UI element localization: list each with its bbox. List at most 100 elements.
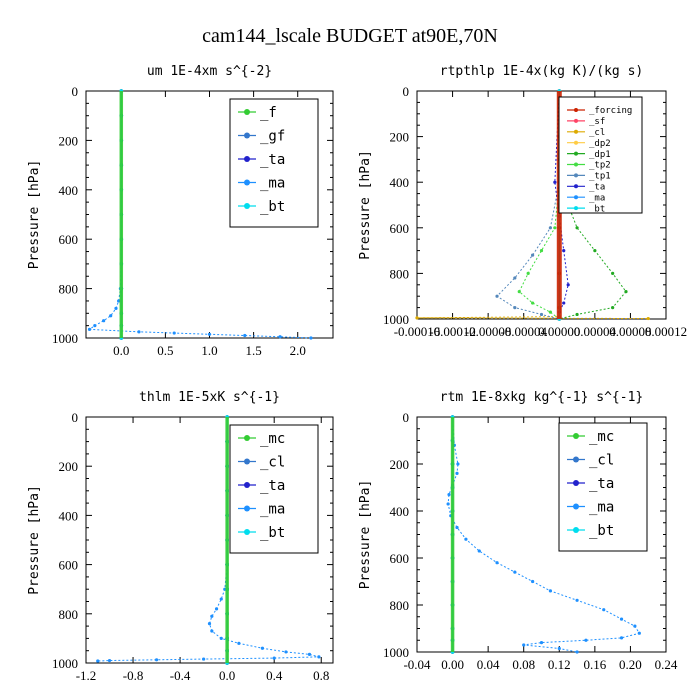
chart-panel-4: rtm 1E-8xkg kg^{-1} s^{-1} Pressure [hPa]…	[358, 390, 678, 672]
data-point	[562, 301, 566, 305]
legend-marker	[574, 184, 578, 189]
legend-label: _mc	[589, 429, 614, 445]
legend-label: _mc	[260, 431, 285, 447]
data-point	[575, 312, 579, 317]
x-tick-label: 1.5	[245, 343, 261, 358]
panel-title: thlm 1E-5xK s^{-1}	[139, 390, 280, 405]
legend-marker	[574, 129, 578, 134]
data-point	[114, 306, 118, 310]
data-point	[553, 226, 557, 230]
series-group	[87, 89, 313, 340]
x-tick-label: 2.0	[290, 343, 306, 358]
chart-panel-1: um 1E-4xm s^{-2} Pressure [hPa] 0 200 400 600…	[27, 64, 334, 358]
x-tick-label: 0.00012	[645, 324, 687, 339]
data-point	[210, 614, 214, 618]
legend-marker	[574, 195, 578, 200]
x-tick-label: 0.00008	[609, 324, 651, 339]
data-point	[517, 290, 521, 294]
series-line	[447, 416, 641, 653]
data-point	[584, 638, 588, 642]
x-tick-label: -0.8	[123, 668, 144, 683]
x-tick-label: 0.16	[583, 657, 606, 672]
data-point	[566, 283, 570, 287]
x-tick-label: 0.00000	[538, 324, 580, 339]
legend-marker	[244, 179, 250, 186]
data-point	[539, 641, 544, 645]
legend-label: _dp2	[589, 139, 611, 149]
chart-panel-2: rtpthlp 1E-4x(kg K)/(kg s) Pressure [hPa]…	[358, 64, 687, 339]
legend-marker	[244, 505, 250, 512]
x-tick-label: -0.00012	[429, 324, 476, 339]
chart-panel-3: thlm 1E-5xK s^{-1} Pressure [hPa] 0 200 400 6…	[27, 390, 334, 683]
y-tick-label: 600	[59, 232, 79, 247]
y-axis-label: Pressure [hPa]	[358, 480, 373, 590]
legend-label: _dp1	[589, 150, 611, 160]
data-point	[446, 502, 450, 506]
legend-marker	[244, 435, 250, 441]
data-point	[548, 589, 552, 593]
legend-label: _tp1	[589, 172, 611, 182]
data-point	[637, 631, 641, 635]
data-point	[243, 333, 247, 338]
legend-marker	[573, 433, 579, 439]
data-point	[219, 597, 223, 601]
legend-marker	[573, 503, 579, 510]
data-point	[317, 655, 321, 659]
y-tick-label: 400	[390, 504, 410, 519]
legend-marker	[244, 156, 250, 162]
data-point	[611, 271, 615, 275]
legend-marker	[244, 529, 250, 535]
data-point	[172, 331, 176, 335]
legend-label: _ma	[589, 193, 605, 203]
data-point	[531, 301, 535, 305]
y-tick-label: 600	[390, 551, 410, 566]
series-group	[96, 415, 321, 665]
panel-title: um 1E-4xm s^{-2}	[147, 64, 272, 79]
data-point	[154, 658, 159, 662]
y-tick-label: 400	[390, 175, 410, 190]
data-point	[477, 549, 481, 553]
x-tick-label: 0.04	[477, 657, 500, 672]
series-line	[554, 90, 569, 319]
data-point	[278, 335, 282, 339]
legend-marker	[244, 458, 250, 465]
x-tick-label: 0.08	[512, 657, 535, 672]
x-tick-label: 0.20	[619, 657, 642, 672]
data-point	[307, 652, 312, 656]
legend-marker	[574, 108, 578, 112]
data-point	[207, 622, 212, 626]
data-point	[531, 579, 535, 584]
x-tick-label: 1.0	[201, 343, 217, 358]
legend-label: _sf	[589, 117, 605, 127]
y-axis-label: Pressure [hPa]	[27, 485, 42, 595]
x-tick-label: -0.00004	[500, 324, 547, 339]
y-tick-label: 200	[390, 130, 410, 145]
panel-title: rtm 1E-8xkg kg^{-1} s^{-1}	[440, 390, 644, 405]
legend-label: _ta	[260, 152, 285, 168]
series-line	[518, 91, 560, 320]
legend-marker	[574, 151, 578, 156]
data-point	[284, 650, 288, 654]
data-point	[548, 226, 552, 230]
legend-label: _cl	[589, 128, 605, 138]
data-point	[464, 537, 468, 541]
data-point	[309, 336, 313, 340]
data-point	[539, 249, 544, 253]
series-line	[88, 91, 311, 339]
figure-title: cam144_lscale BUDGET at90E,70N	[202, 25, 498, 47]
data-point	[531, 253, 535, 257]
data-point	[611, 306, 615, 310]
legend-marker	[574, 162, 578, 167]
data-point	[633, 624, 637, 628]
data-point	[455, 525, 459, 530]
legend-label: _bt	[589, 204, 605, 214]
series-line	[496, 91, 560, 320]
x-tick-label: -0.4	[170, 668, 191, 683]
y-tick-label: 0	[72, 410, 79, 425]
y-tick-label: 400	[59, 508, 79, 523]
x-tick-label: 0.24	[655, 657, 678, 672]
data-point	[513, 570, 517, 574]
data-point	[513, 276, 517, 280]
y-tick-label: 1000	[52, 656, 78, 671]
legend-label: _cl	[260, 454, 285, 470]
